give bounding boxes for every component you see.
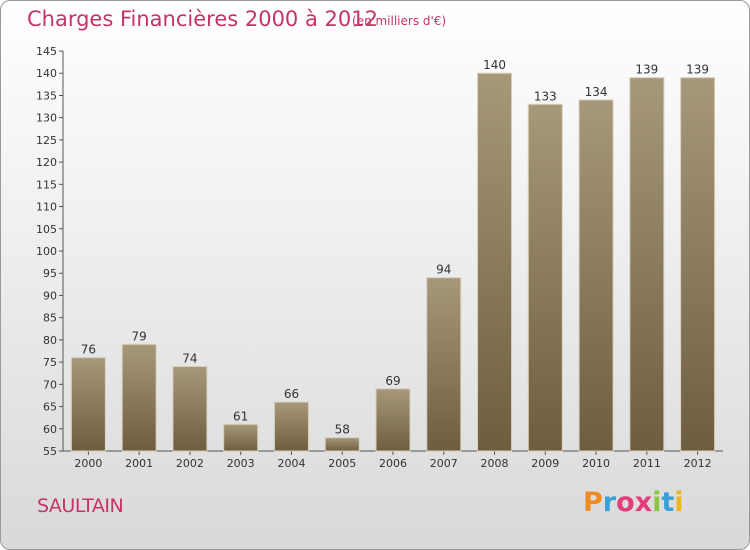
commune-name: SAULTAIN (37, 495, 124, 517)
bar-value-label: 66 (284, 387, 299, 401)
y-tick-label: 130 (36, 112, 57, 125)
bar-2007[interactable] (426, 277, 462, 452)
y-tick-label: 90 (43, 289, 57, 302)
x-tick-label: 2004 (277, 457, 305, 470)
x-tick-label: 2008 (481, 457, 509, 470)
bar-2001[interactable] (121, 343, 157, 452)
logo-letter: i (674, 487, 684, 518)
y-tick-label: 100 (36, 245, 57, 258)
bar-2012[interactable] (680, 77, 716, 452)
x-tick-label: 2012 (684, 457, 712, 470)
x-tick-label: 2006 (379, 457, 407, 470)
y-tick-label: 75 (43, 356, 57, 369)
chart-title: Charges Financières 2000 à 2012 (27, 7, 378, 31)
bar-value-label: 69 (385, 374, 400, 388)
x-tick-label: 2000 (74, 457, 102, 470)
y-tick-label: 85 (43, 312, 57, 325)
bar-value-label: 61 (233, 409, 248, 423)
bar-value-label: 74 (182, 352, 197, 366)
bar-2002[interactable] (172, 366, 208, 452)
bar-value-label: 139 (686, 63, 709, 77)
x-tick-label: 2007 (430, 457, 458, 470)
bar-value-label: 79 (132, 329, 147, 343)
x-tick-label: 2005 (328, 457, 356, 470)
y-tick-label: 135 (36, 89, 57, 102)
bar-2004[interactable] (273, 401, 309, 452)
y-tick-label: 120 (36, 156, 57, 169)
y-tick-label: 105 (36, 223, 57, 236)
bar-value-label: 94 (436, 263, 451, 277)
y-tick-label: 65 (43, 401, 57, 414)
logo-letter: t (661, 487, 675, 518)
bar-value-label: 140 (483, 58, 506, 72)
bar-value-label: 134 (585, 85, 608, 99)
bar-2008[interactable] (477, 72, 513, 452)
y-tick-label: 145 (36, 45, 57, 58)
bar-2003[interactable] (223, 423, 259, 452)
logo-letter: o (616, 487, 635, 518)
bar-value-label: 58 (335, 423, 350, 437)
logo-letter: x (634, 487, 653, 518)
y-tick-label: 70 (43, 378, 57, 391)
logo-letter: i (652, 487, 662, 518)
y-tick-label: 80 (43, 334, 57, 347)
y-tick-label: 60 (43, 423, 57, 436)
y-tick-label: 55 (43, 445, 57, 458)
bar-value-label: 76 (81, 343, 96, 357)
logo-letter: P (583, 487, 603, 518)
y-tick-label: 110 (36, 201, 57, 214)
x-tick-label: 2002 (176, 457, 204, 470)
bar-2010[interactable] (578, 99, 614, 452)
y-tick-label: 125 (36, 134, 57, 147)
bar-2009[interactable] (527, 103, 563, 452)
x-tick-label: 2001 (125, 457, 153, 470)
x-tick-label: 2011 (633, 457, 661, 470)
y-tick-label: 95 (43, 267, 57, 280)
y-tick-label: 115 (36, 178, 57, 191)
bar-value-label: 139 (635, 63, 658, 77)
x-tick-label: 2010 (582, 457, 610, 470)
logo-letter: r (602, 487, 617, 518)
y-tick-label: 140 (36, 67, 57, 80)
bar-2000[interactable] (70, 357, 106, 452)
chart-unit: (en milliers d'€) (352, 14, 447, 28)
bar-value-label: 133 (534, 89, 557, 103)
x-tick-label: 2003 (227, 457, 255, 470)
bar-2006[interactable] (375, 388, 411, 452)
proxiti-logo[interactable]: Proxiti (583, 487, 684, 518)
bar-2011[interactable] (629, 77, 665, 452)
bar-2005[interactable] (324, 437, 360, 452)
x-tick-label: 2009 (531, 457, 559, 470)
